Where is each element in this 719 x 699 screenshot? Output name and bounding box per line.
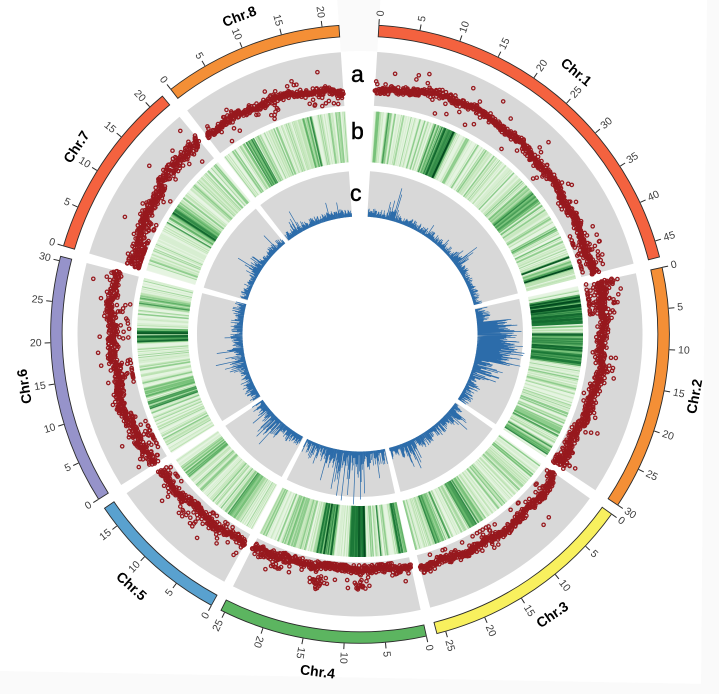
svg-text:0: 0 [373, 10, 385, 17]
svg-text:15: 15 [33, 380, 47, 394]
svg-text:10: 10 [678, 344, 690, 357]
svg-text:20: 20 [30, 337, 42, 349]
svg-text:a: a [351, 61, 364, 87]
svg-text:20: 20 [314, 6, 327, 19]
svg-text:b: b [351, 118, 364, 144]
svg-text:15: 15 [672, 387, 686, 401]
svg-text:c: c [350, 180, 362, 206]
svg-text:10: 10 [337, 652, 350, 664]
svg-text:5: 5 [380, 651, 392, 658]
svg-text:5: 5 [677, 301, 684, 313]
svg-text:15: 15 [293, 646, 307, 660]
svg-text:25: 25 [31, 293, 44, 306]
